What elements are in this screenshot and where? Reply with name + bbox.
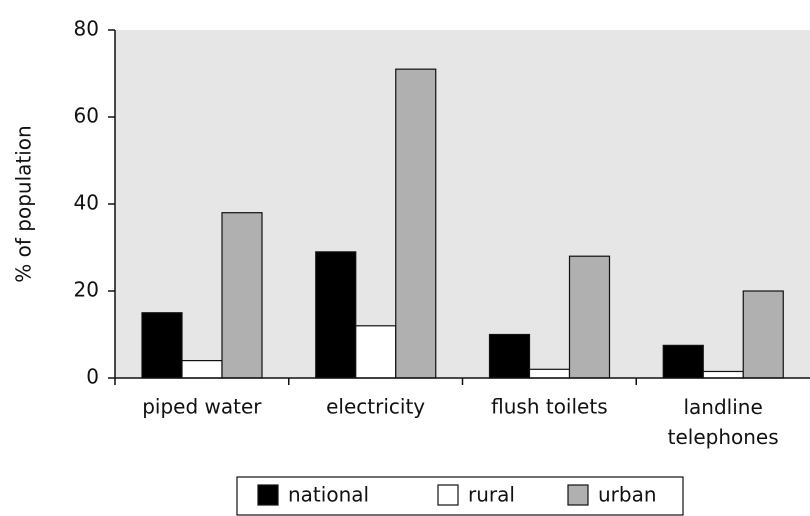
legend-swatch <box>257 484 279 506</box>
y-tick-label: 60 <box>74 104 99 128</box>
bar <box>742 290 784 379</box>
x-tick-label: piped water <box>142 395 262 419</box>
bar <box>568 255 611 379</box>
y-tick-label: 40 <box>74 191 99 215</box>
y-tick-label: 20 <box>74 278 99 302</box>
legend-box <box>236 476 684 516</box>
bar <box>395 68 437 379</box>
bar <box>181 360 223 379</box>
x-tick-label: flush toilets <box>491 395 607 419</box>
legend-label: rural <box>468 483 515 507</box>
legend-swatch <box>567 484 589 506</box>
y-tick-label: 0 <box>86 365 99 389</box>
plot-area <box>115 30 810 378</box>
bar <box>662 344 704 379</box>
x-tick-label: electricity <box>326 395 425 419</box>
bar <box>528 368 571 379</box>
bar <box>488 333 531 379</box>
bar <box>702 370 744 379</box>
bar <box>221 212 263 379</box>
legend-label: national <box>288 483 369 507</box>
y-axis-label: % of population <box>12 125 36 282</box>
legend-label: urban <box>598 483 657 507</box>
bar <box>355 325 397 379</box>
bar <box>315 251 357 379</box>
legend-swatch <box>437 484 459 506</box>
bar <box>141 312 183 379</box>
x-tick-label: landline telephones <box>668 395 779 449</box>
y-tick-label: 80 <box>74 17 99 41</box>
